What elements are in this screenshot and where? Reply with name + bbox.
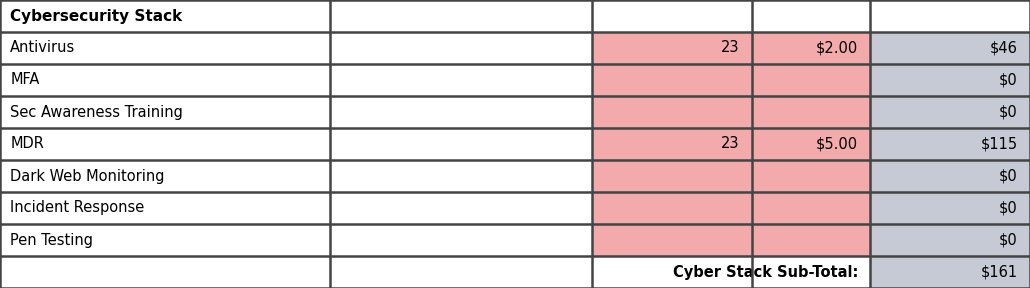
Bar: [870, 224, 1030, 256]
Bar: [870, 128, 1030, 160]
Bar: [870, 160, 1030, 192]
Bar: [330, 128, 592, 160]
Bar: [592, 32, 752, 64]
Bar: [870, 192, 1030, 224]
Bar: [592, 192, 752, 224]
Bar: [870, 64, 1030, 96]
Text: 23: 23: [721, 137, 740, 151]
Text: Pen Testing: Pen Testing: [10, 232, 94, 247]
Text: $0: $0: [999, 105, 1018, 120]
Text: Dark Web Monitoring: Dark Web Monitoring: [10, 168, 165, 183]
Text: 23: 23: [721, 41, 740, 56]
Bar: [0, 256, 330, 288]
Bar: [752, 96, 870, 128]
Bar: [752, 32, 870, 64]
Bar: [870, 256, 1030, 288]
Bar: [752, 0, 870, 32]
Bar: [330, 192, 592, 224]
Bar: [752, 224, 870, 256]
Text: $0: $0: [999, 168, 1018, 183]
Bar: [0, 224, 330, 256]
Bar: [592, 224, 752, 256]
Bar: [0, 64, 330, 96]
Text: Cybersecurity Stack: Cybersecurity Stack: [10, 9, 182, 24]
Bar: [330, 224, 592, 256]
Text: MDR: MDR: [10, 137, 44, 151]
Bar: [592, 64, 752, 96]
Bar: [752, 128, 870, 160]
Text: MFA: MFA: [10, 73, 40, 88]
Bar: [0, 32, 330, 64]
Bar: [330, 160, 592, 192]
Bar: [752, 192, 870, 224]
Bar: [870, 96, 1030, 128]
Text: $46: $46: [990, 41, 1018, 56]
Text: $0: $0: [999, 73, 1018, 88]
Bar: [330, 64, 592, 96]
Text: $2.00: $2.00: [816, 41, 858, 56]
Text: $115: $115: [981, 137, 1018, 151]
Bar: [592, 0, 752, 32]
Text: Sec Awareness Training: Sec Awareness Training: [10, 105, 183, 120]
Bar: [592, 160, 752, 192]
Bar: [592, 96, 752, 128]
Text: $161: $161: [981, 264, 1018, 279]
Bar: [752, 160, 870, 192]
Bar: [0, 128, 330, 160]
Text: $0: $0: [999, 232, 1018, 247]
Bar: [0, 160, 330, 192]
Bar: [0, 0, 330, 32]
Bar: [870, 0, 1030, 32]
Text: $0: $0: [999, 200, 1018, 215]
Bar: [752, 64, 870, 96]
Text: Incident Response: Incident Response: [10, 200, 144, 215]
Bar: [330, 0, 592, 32]
Bar: [870, 32, 1030, 64]
Bar: [0, 96, 330, 128]
Text: $5.00: $5.00: [816, 137, 858, 151]
Bar: [330, 256, 870, 288]
Bar: [0, 192, 330, 224]
Text: Antivirus: Antivirus: [10, 41, 75, 56]
Bar: [330, 96, 592, 128]
Bar: [330, 32, 592, 64]
Text: Cyber Stack Sub-Total:: Cyber Stack Sub-Total:: [673, 264, 858, 279]
Bar: [592, 128, 752, 160]
